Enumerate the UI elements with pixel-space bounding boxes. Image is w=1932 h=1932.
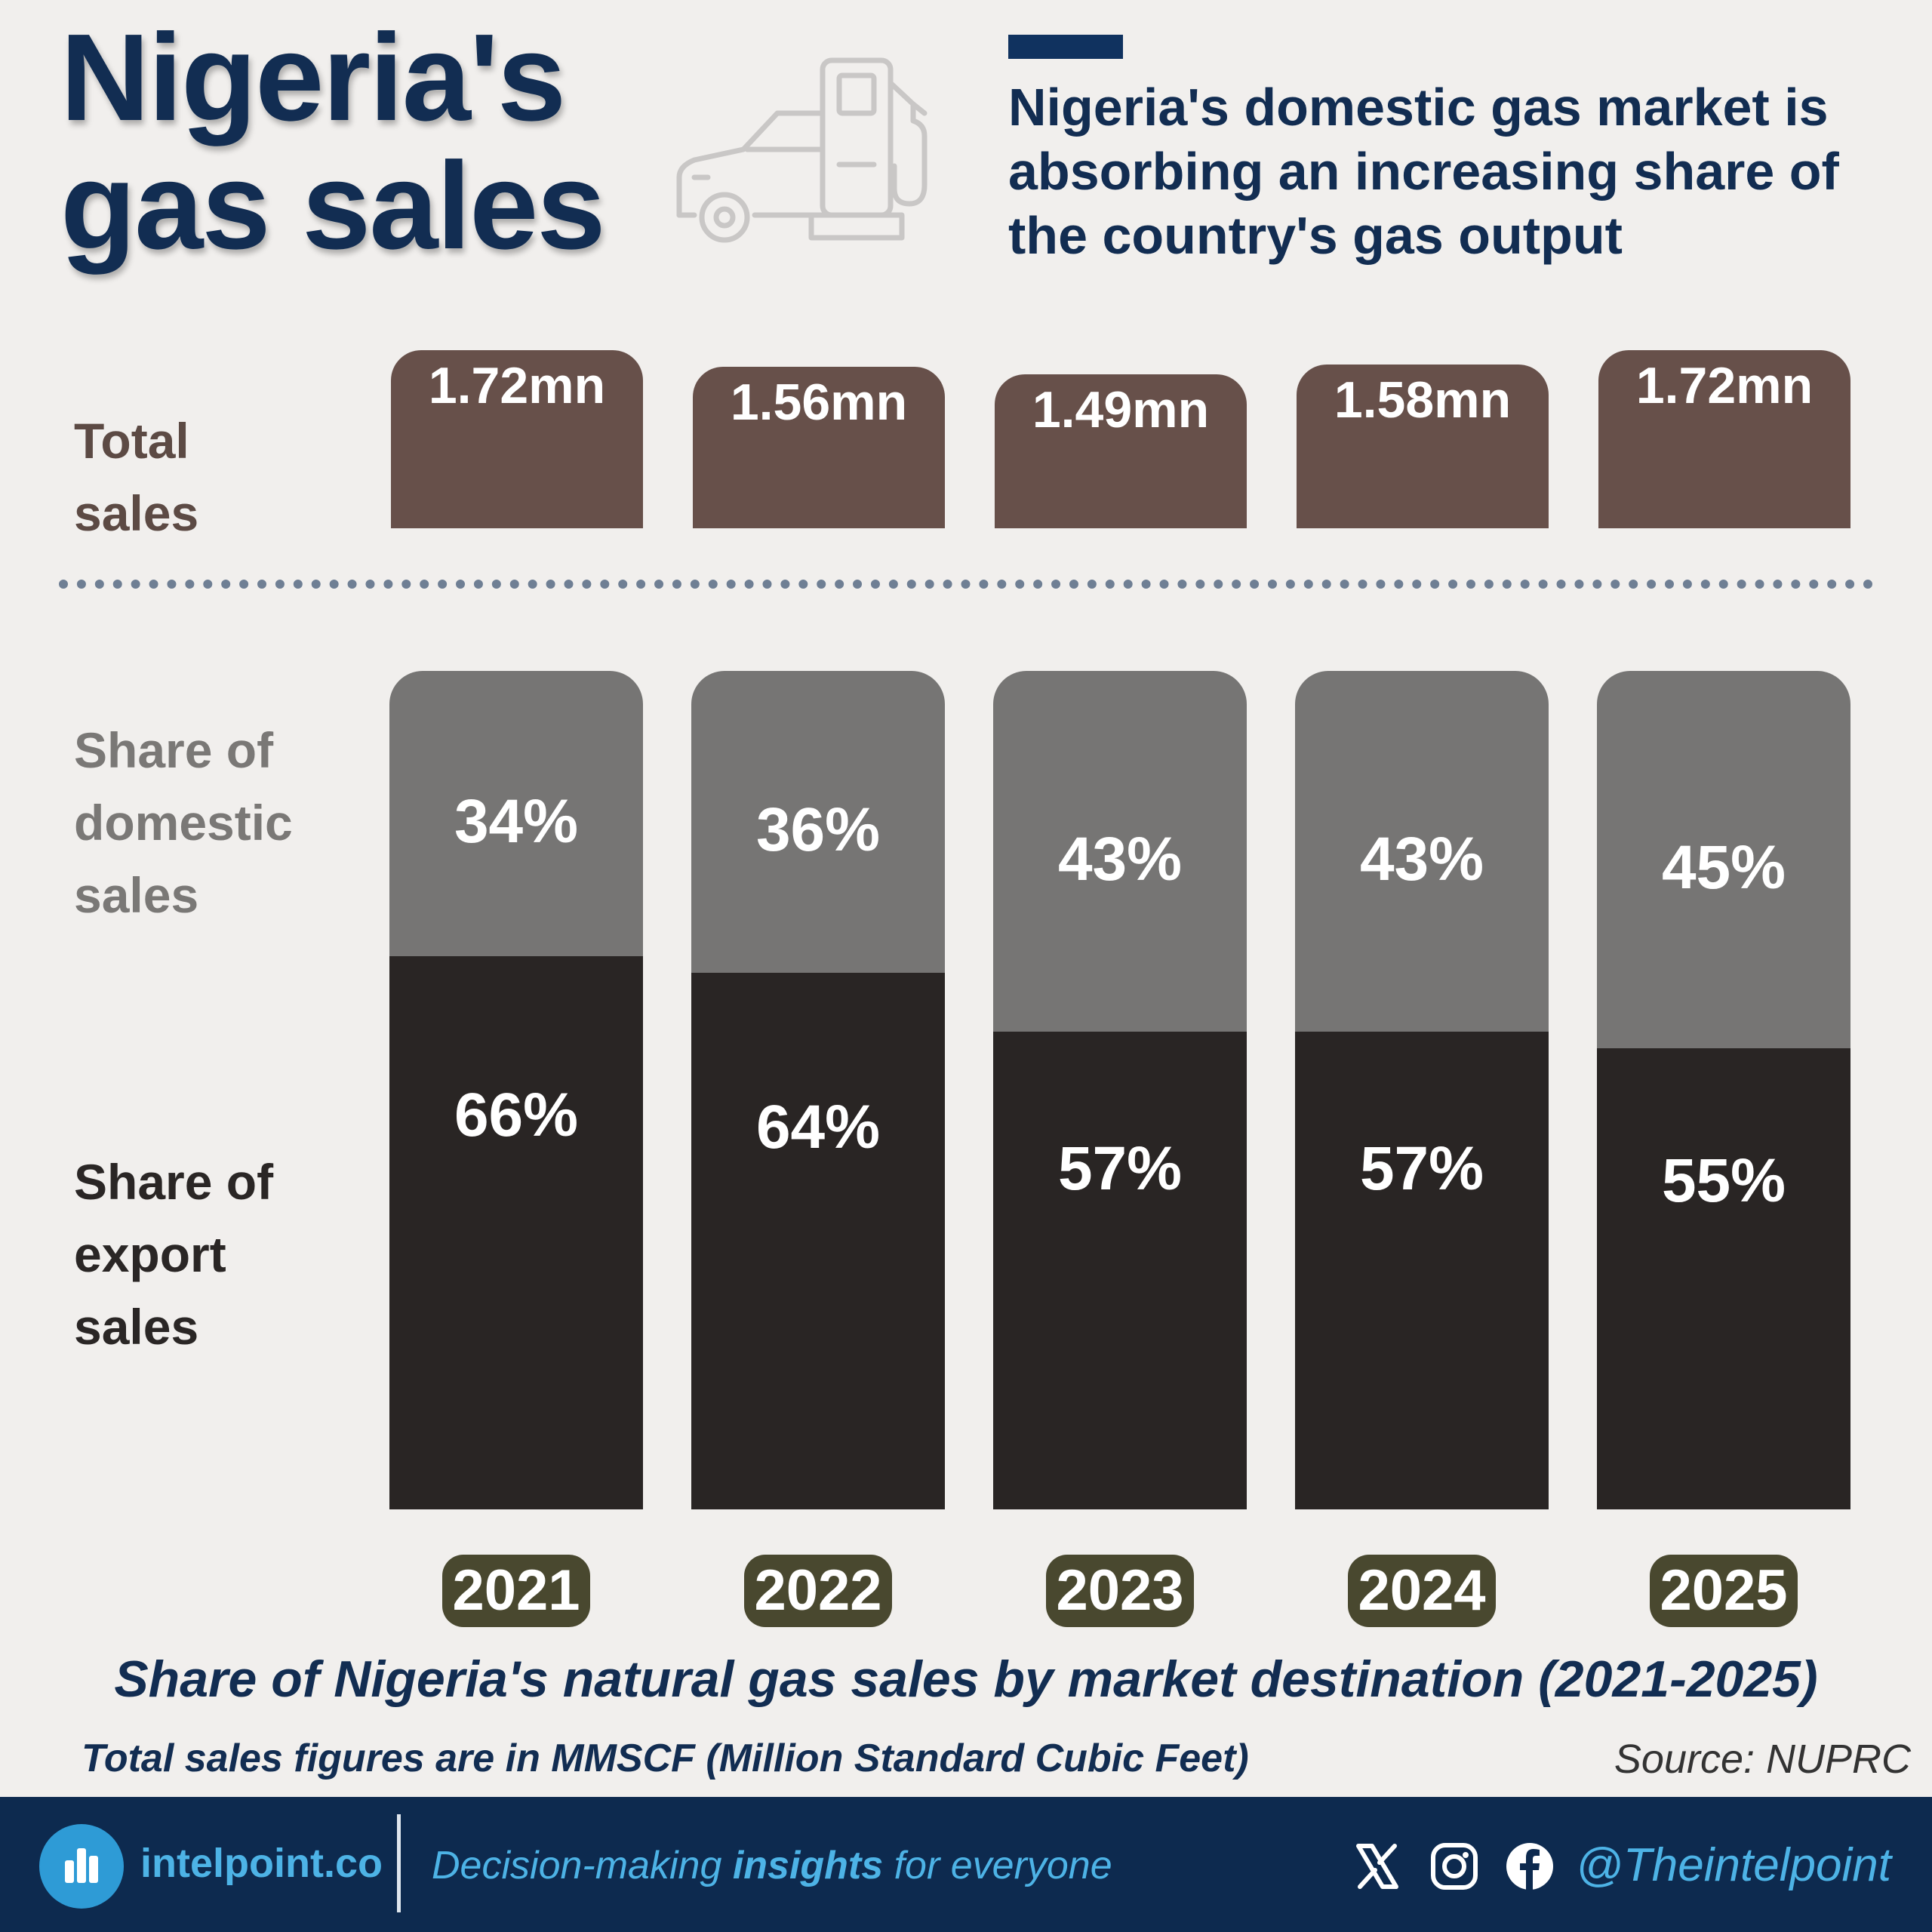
domestic-label-line: sales — [74, 867, 199, 923]
fuel-pump-car-icon — [676, 57, 928, 243]
domestic-share-value: 36% — [755, 795, 881, 864]
social-handle[interactable]: @Theintelpoint — [1576, 1839, 1891, 1891]
footer-separator — [397, 1814, 401, 1912]
footer — [0, 1797, 1932, 1932]
total-sales-bar: 1.72mn — [1598, 350, 1850, 528]
export-label-line: export — [74, 1226, 226, 1282]
total-sales-label: 1.56mn — [730, 373, 908, 431]
year-label: 2024 — [1348, 1555, 1496, 1627]
total-sales-label: 1.72mn — [428, 357, 606, 414]
export-share-value: 57% — [1057, 1134, 1183, 1204]
tagline-post: for everyone — [883, 1844, 1112, 1887]
domestic-share-value: 34% — [454, 786, 579, 856]
year-label: 2025 — [1650, 1555, 1798, 1627]
year-label: 2021 — [442, 1555, 590, 1627]
instagram-icon[interactable] — [1429, 1841, 1479, 1891]
domestic-share-value: 43% — [1359, 824, 1484, 894]
export-share-bar: 55% — [1597, 1048, 1850, 1509]
total-label-line: sales — [74, 485, 199, 541]
export-share-bar: 64% — [691, 972, 945, 1509]
total-sales-label: 1.58mn — [1334, 371, 1512, 429]
export-share-value: 66% — [454, 1081, 579, 1150]
unit-note: Total sales figures are in MMSCF (Millio… — [82, 1737, 1249, 1780]
intelpoint-logo-icon[interactable] — [39, 1824, 124, 1909]
chart-caption: Share of Nigeria's natural gas sales by … — [114, 1651, 1818, 1708]
export-share-value: 64% — [755, 1093, 881, 1162]
tagline-bold: insights — [732, 1844, 884, 1887]
source-note: Source: NUPRC — [1614, 1737, 1911, 1782]
export-share-label: Share of export sales — [74, 1146, 273, 1363]
brand-link[interactable]: intelpoint.co — [140, 1841, 383, 1886]
total-sales-label: Total sales — [74, 405, 198, 549]
year-label: 2022 — [744, 1555, 892, 1627]
domestic-share-value: 45% — [1661, 832, 1786, 902]
export-share-bar: 57% — [993, 1031, 1247, 1509]
domestic-share-value: 43% — [1057, 824, 1183, 894]
export-share-bar: 57% — [1295, 1031, 1549, 1509]
export-label-line: sales — [74, 1299, 199, 1355]
page-title: Nigeria's gas sales — [60, 14, 664, 270]
export-share-value: 55% — [1661, 1146, 1786, 1216]
export-share-bar: 66% — [389, 955, 643, 1509]
total-sales-bar: 1.72mn — [391, 350, 643, 528]
export-label-line: Share of — [74, 1154, 274, 1210]
accent-bar — [1008, 35, 1123, 59]
title-line-2: gas sales — [60, 137, 606, 275]
total-sales-bar: 1.49mn — [995, 374, 1247, 528]
domestic-label-line: Share of — [74, 722, 274, 778]
domestic-share-bar: 45% — [1597, 671, 1850, 1048]
export-share-value: 57% — [1359, 1134, 1484, 1204]
tagline: Decision-making insights for everyone — [432, 1843, 1112, 1888]
domestic-label-line: domestic — [74, 795, 293, 851]
domestic-share-bar: 43% — [1295, 671, 1549, 1032]
x-icon[interactable] — [1352, 1841, 1402, 1891]
domestic-share-bar: 34% — [389, 671, 643, 956]
domestic-share-bar: 36% — [691, 671, 945, 973]
total-sales-bar: 1.56mn — [693, 366, 945, 528]
domestic-share-bar: 43% — [993, 671, 1247, 1032]
total-sales-label: 1.49mn — [1032, 380, 1210, 438]
facebook-icon[interactable] — [1505, 1841, 1555, 1891]
total-label-line: Total — [74, 413, 189, 469]
domestic-share-label: Share of domestic sales — [74, 714, 293, 931]
year-label: 2023 — [1046, 1555, 1194, 1627]
subtitle: Nigeria's domestic gas market is absorbi… — [1008, 78, 1839, 265]
tagline-pre: Decision-making — [432, 1844, 733, 1887]
total-sales-label: 1.72mn — [1635, 357, 1814, 414]
title-line-1: Nigeria's — [60, 8, 566, 146]
total-sales-bar: 1.58mn — [1297, 365, 1549, 528]
dotted-divider — [59, 580, 1873, 589]
